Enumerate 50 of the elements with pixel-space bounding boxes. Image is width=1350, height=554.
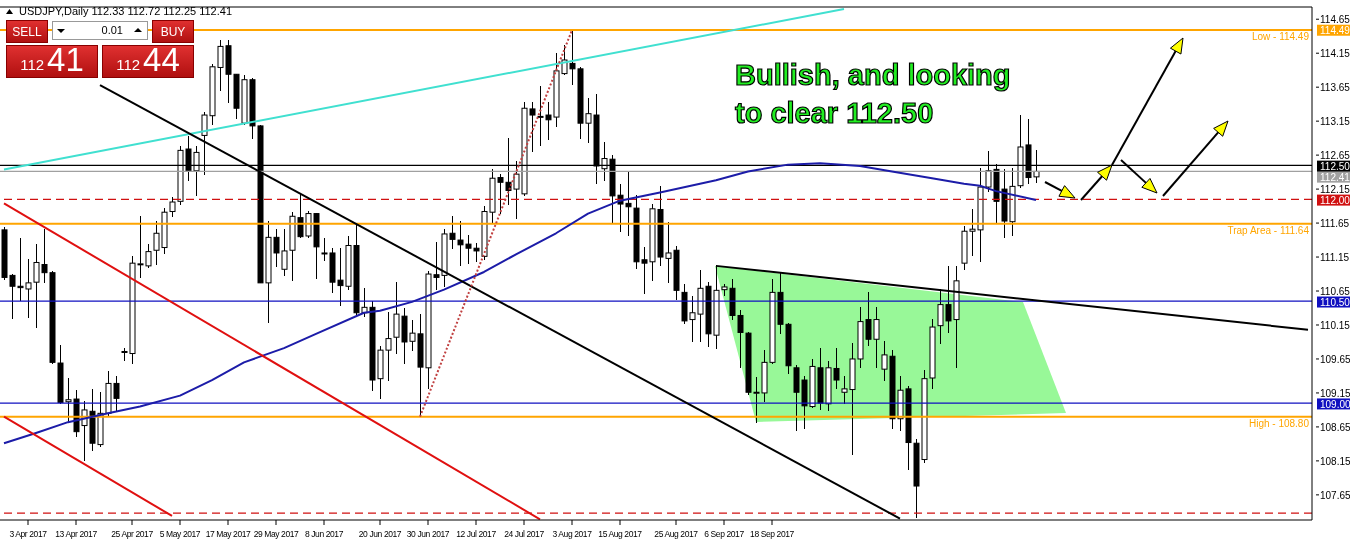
x-tick-label: 13 Apr 2017 xyxy=(55,529,98,539)
annotation: SELL xyxy=(6,20,48,43)
y-tick-label: 113.65 xyxy=(1320,82,1350,94)
y-tick-label: 112.50 xyxy=(1320,161,1350,173)
x-tick-label: 12 Jul 2017 xyxy=(456,529,497,539)
x-tick-label: 25 Aug 2017 xyxy=(654,529,699,539)
y-tick-label: 108.65 xyxy=(1320,421,1350,433)
y-tick-label: 107.65 xyxy=(1320,489,1350,501)
x-tick-label: 18 Sep 2017 xyxy=(750,529,795,539)
y-tick-label: 113.15 xyxy=(1320,116,1350,128)
ref-line-label: High - 108.80 xyxy=(1248,417,1310,429)
y-tick-label: 111.65 xyxy=(1320,218,1350,230)
x-tick-label: 25 Apr 2017 xyxy=(111,529,154,539)
x-tick-label: 3 Aug 2017 xyxy=(552,529,593,539)
y-tick-label: 112.65 xyxy=(1320,150,1350,162)
x-tick-label: 5 May 2017 xyxy=(159,529,201,539)
annotation: 44 xyxy=(143,41,180,78)
y-tick-label: 112.15 xyxy=(1320,184,1350,196)
y-tick-label: 114.15 xyxy=(1320,48,1350,60)
y-tick-label: 110.65 xyxy=(1320,286,1350,298)
annotation: 112 xyxy=(20,56,45,73)
y-tick-label: 110.50 xyxy=(1320,297,1350,309)
x-tick-label: 30 Jun 2017 xyxy=(406,529,450,539)
annotation: 41 xyxy=(47,41,84,78)
chart-title: USDJPY,Daily 112.33 112.72 112.25 112.41 xyxy=(19,5,233,17)
y-tick-label: 114.49 xyxy=(1320,25,1350,37)
y-tick-label: 114.65 xyxy=(1320,14,1350,26)
x-tick-label: 8 Jun 2017 xyxy=(304,529,344,539)
x-tick-label: 15 Aug 2017 xyxy=(598,529,643,539)
ref-line-label: Low - 114.49 xyxy=(1251,31,1310,43)
annotation: Bullish, and looking to clear 112.50 xyxy=(735,58,1012,131)
ref-line-label: Trap Area - 111.64 xyxy=(1227,224,1310,236)
y-tick-label: 109.15 xyxy=(1320,387,1350,399)
y-tick-label: 111.15 xyxy=(1320,252,1350,264)
line-series xyxy=(3,162,1037,445)
x-tick-label: 24 Jul 2017 xyxy=(504,529,545,539)
x-tick-label: 17 May 2017 xyxy=(205,529,252,539)
y-tick-label: 112.41 xyxy=(1320,172,1350,184)
annotation: 0.01 xyxy=(101,24,123,36)
y-tick-label: 109.00 xyxy=(1320,398,1350,410)
y-tick-label: 112.00 xyxy=(1320,195,1350,207)
y-tick-label: 110.15 xyxy=(1320,319,1350,331)
y-tick-label: 108.15 xyxy=(1320,455,1350,467)
y-tick-label: 109.65 xyxy=(1320,353,1350,365)
annotation: BUY xyxy=(160,24,186,39)
x-tick-label: 3 Apr 2017 xyxy=(9,529,48,539)
x-tick-label: 29 May 2017 xyxy=(253,529,300,539)
annotation: 112 xyxy=(116,56,141,73)
x-tick-label: 20 Jun 2017 xyxy=(358,529,402,539)
x-tick-label: 6 Sep 2017 xyxy=(704,529,745,539)
